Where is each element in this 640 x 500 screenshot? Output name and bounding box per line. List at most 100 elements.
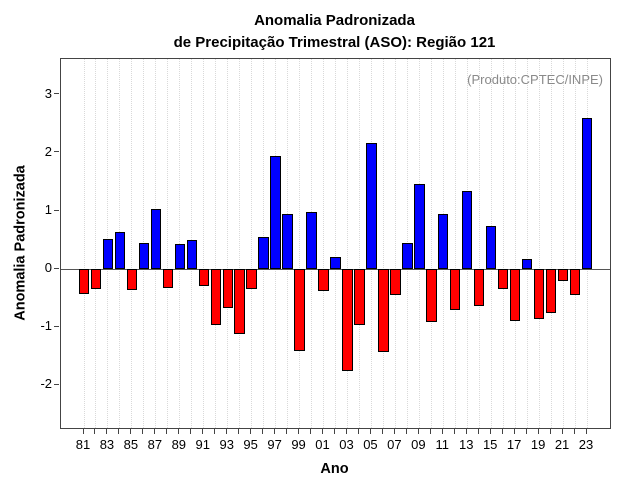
bar — [162, 269, 174, 289]
x-tick-mark — [561, 429, 563, 434]
gridline — [251, 59, 253, 428]
chart-title-line1: Anomalia Padronizada — [254, 12, 415, 29]
bar — [342, 269, 353, 371]
bar — [378, 269, 389, 352]
y-tick-mark — [54, 209, 59, 211]
gridline — [83, 59, 85, 428]
gridline — [299, 59, 301, 428]
bar — [90, 269, 102, 289]
x-tick-mark — [178, 429, 180, 434]
x-tick-mark — [310, 429, 312, 434]
gridline — [358, 59, 360, 428]
chart-title: Anomalia Padronizada de Precipitação Tri… — [60, 10, 609, 54]
gridline — [574, 59, 576, 428]
bar — [270, 155, 281, 270]
x-tick-label: 09 — [411, 437, 426, 452]
gridline — [514, 59, 516, 428]
bar — [78, 269, 90, 294]
x-tick-mark — [393, 429, 395, 434]
x-tick-mark — [525, 429, 527, 434]
x-tick-label: 91 — [195, 437, 210, 452]
gridline — [502, 59, 504, 428]
plot-area: (Produto:CPTEC/INPE) — [60, 58, 611, 429]
x-tick-mark — [477, 429, 479, 434]
x-tick-label: 85 — [123, 437, 139, 452]
x-tick-mark — [489, 429, 491, 434]
x-tick-label: 87 — [147, 437, 163, 452]
bar — [222, 269, 233, 308]
x-tick-mark — [130, 429, 132, 434]
bar — [294, 269, 305, 351]
bar — [234, 269, 245, 334]
y-tick-mark — [54, 93, 59, 95]
x-tick-label: 99 — [291, 437, 306, 452]
x-tick-mark — [334, 429, 335, 434]
bar — [102, 238, 114, 269]
x-tick-label: 13 — [459, 437, 474, 452]
x-tick-label: 97 — [267, 437, 282, 452]
x-tick-mark — [357, 429, 359, 434]
x-tick-mark — [118, 429, 120, 434]
bar — [186, 240, 197, 270]
x-tick-label: 95 — [243, 437, 258, 452]
y-tick-label: -2 — [40, 376, 52, 392]
x-tick-label: 17 — [506, 437, 522, 452]
bar — [450, 269, 461, 311]
x-tick-mark — [417, 429, 419, 434]
bar — [485, 226, 497, 270]
x-tick-mark — [94, 429, 96, 434]
bar — [497, 269, 509, 290]
bar — [390, 269, 401, 295]
gridline — [550, 59, 552, 428]
bar — [521, 258, 533, 270]
bar — [366, 142, 377, 270]
gridline — [95, 59, 97, 428]
x-tick-mark — [262, 429, 264, 434]
x-tick-mark — [345, 429, 347, 434]
x-axis-label: Ano — [320, 461, 349, 477]
x-tick-mark — [441, 429, 443, 434]
x-tick-mark — [142, 429, 144, 434]
gridline — [203, 59, 205, 428]
x-tick-mark — [214, 429, 216, 434]
x-tick-label: 23 — [578, 437, 594, 452]
x-tick-mark — [298, 429, 300, 434]
x-tick-mark — [501, 429, 503, 434]
x-tick-label: 11 — [435, 437, 450, 452]
x-tick-mark — [274, 429, 276, 434]
bar — [509, 269, 521, 322]
x-tick-mark — [369, 429, 371, 434]
x-tick-mark — [381, 429, 383, 434]
y-tick-mark — [54, 383, 59, 385]
y-tick-label: 1 — [44, 202, 52, 217]
x-tick-mark — [573, 429, 575, 434]
gridline — [346, 59, 348, 428]
x-tick-label: 83 — [99, 437, 115, 452]
bar — [282, 214, 293, 270]
bar — [114, 232, 126, 270]
gridline — [394, 59, 396, 428]
product-annotation: (Produto:CPTEC/INPE) — [467, 72, 603, 87]
gridline — [215, 59, 217, 428]
x-tick-mark — [106, 429, 108, 434]
x-tick-label: 81 — [75, 437, 91, 452]
y-axis-label: Anomalia Padronizada — [12, 165, 29, 321]
gridline — [430, 59, 432, 428]
x-tick-mark — [429, 429, 431, 434]
x-tick-mark — [322, 429, 324, 434]
chart-title-line2: de Precipitação Trimestral (ASO): Região… — [173, 34, 496, 51]
bar — [258, 237, 269, 270]
bar — [402, 242, 413, 269]
x-tick-mark — [202, 429, 204, 434]
x-tick-mark — [82, 429, 84, 434]
x-tick-mark — [513, 429, 515, 434]
gridline — [478, 59, 480, 428]
gridline — [526, 59, 528, 428]
bar — [174, 243, 185, 270]
gridline — [335, 59, 336, 428]
y-tick-mark — [54, 267, 59, 269]
gridline — [538, 59, 540, 428]
x-tick-mark — [190, 429, 192, 434]
x-tick-label: 19 — [530, 437, 546, 452]
